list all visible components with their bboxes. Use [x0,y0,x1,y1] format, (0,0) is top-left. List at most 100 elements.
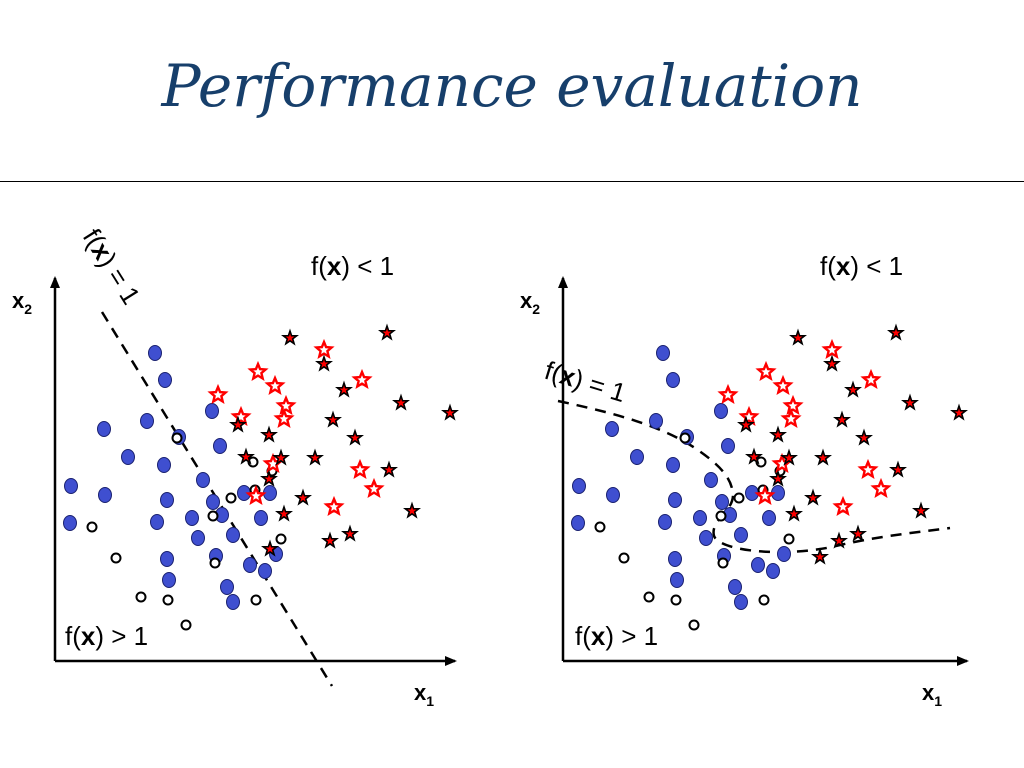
right-blue-point [715,494,729,510]
right-red-star [717,383,739,405]
right-black-star [844,380,862,398]
right-red-star [755,360,777,382]
right-blue-point [649,413,663,429]
left-black-star [281,328,299,346]
left-red-star [349,458,371,480]
left-blue-point [148,345,162,361]
right-black-star [830,531,848,549]
left-black-star [441,403,459,421]
right-blue-point [693,510,707,526]
right-blue-point [670,572,684,588]
right-black-star [811,547,829,565]
left-black-star [260,469,278,487]
left-black-star [346,428,364,446]
right-black-star [737,415,755,433]
right-black-star [833,410,851,428]
right-blue-point [668,551,682,567]
right-black-star [745,447,763,465]
right-blue-point [699,530,713,546]
left-black-star [380,460,398,478]
left-blue-point [213,438,227,454]
left-blue-point [220,579,234,595]
left-blue-point [205,403,219,419]
left-open-point [250,594,262,606]
left-blue-point [196,472,210,488]
left-open-point [162,594,174,606]
right-blue-point [704,472,718,488]
left-blue-point [140,413,154,429]
right-open-point [670,594,682,606]
right-red-star [857,458,879,480]
right-blue-point [605,421,619,437]
left-black-star [237,447,255,465]
right-open-point [715,510,727,522]
right-red-star [870,477,892,499]
right-panel: x2 x1 f(x) < 1 f(x) > 1 f(x) = 1 [520,251,969,709]
right-blue-point [766,563,780,579]
left-blue-point [258,563,272,579]
right-blue-point [728,579,742,595]
left-blue-point [162,572,176,588]
left-black-star [378,323,396,341]
right-black-star [855,428,873,446]
left-open-point [86,521,98,533]
left-blue-point [160,551,174,567]
right-red-star [754,484,776,506]
right-black-star [780,448,798,466]
left-black-star [321,531,339,549]
right-red-star [860,368,882,390]
right-red-star [738,405,760,427]
left-black-star [306,448,324,466]
left-blue-point [254,510,268,526]
right-blue-point [572,478,586,494]
left-blue-point [160,492,174,508]
right-black-star [889,460,907,478]
left-label-f-greater: f(x) > 1 [65,621,148,651]
left-blue-point [191,530,205,546]
right-blue-point [762,510,776,526]
left-black-star [341,524,359,542]
left-y-axis-label: x2 [12,288,32,317]
right-black-star [901,393,919,411]
right-blue-point [734,527,748,543]
right-open-point [594,521,606,533]
right-open-point [679,432,691,444]
right-red-star [821,338,843,360]
left-blue-point [98,487,112,503]
left-black-star [392,393,410,411]
right-label-f-equal: f(x) = 1 [541,355,629,408]
left-open-point [135,591,147,603]
right-open-point [643,591,655,603]
left-open-point [225,492,237,504]
left-blue-point [243,557,257,573]
left-black-star [261,539,279,557]
left-open-point [171,432,183,444]
left-panel: x2 x1 f(x) < 1 f(x) > 1 f(x) = 1 [12,223,459,709]
right-open-point [783,533,795,545]
left-blue-point [97,421,111,437]
left-black-star [335,380,353,398]
right-blue-point [666,457,680,473]
right-black-star [912,501,930,519]
right-red-star [782,394,804,416]
right-y-axis-label: x2 [520,288,540,317]
left-red-star [207,383,229,405]
right-open-point [717,557,729,569]
left-blue-point [157,457,171,473]
right-black-star [823,354,841,372]
left-label-f-equal: f(x) = 1 [77,223,146,309]
left-blue-point [63,515,77,531]
left-open-point [180,619,192,631]
right-black-star [769,425,787,443]
right-open-point [618,552,630,564]
left-label-f-less: f(x) < 1 [311,251,394,281]
right-blue-point [721,438,735,454]
right-blue-point [751,557,765,573]
left-blue-point [150,514,164,530]
right-open-point [733,492,745,504]
left-x-axis-label: x1 [414,680,434,709]
left-red-star [247,360,269,382]
left-blue-point [121,449,135,465]
left-red-star [363,477,385,499]
